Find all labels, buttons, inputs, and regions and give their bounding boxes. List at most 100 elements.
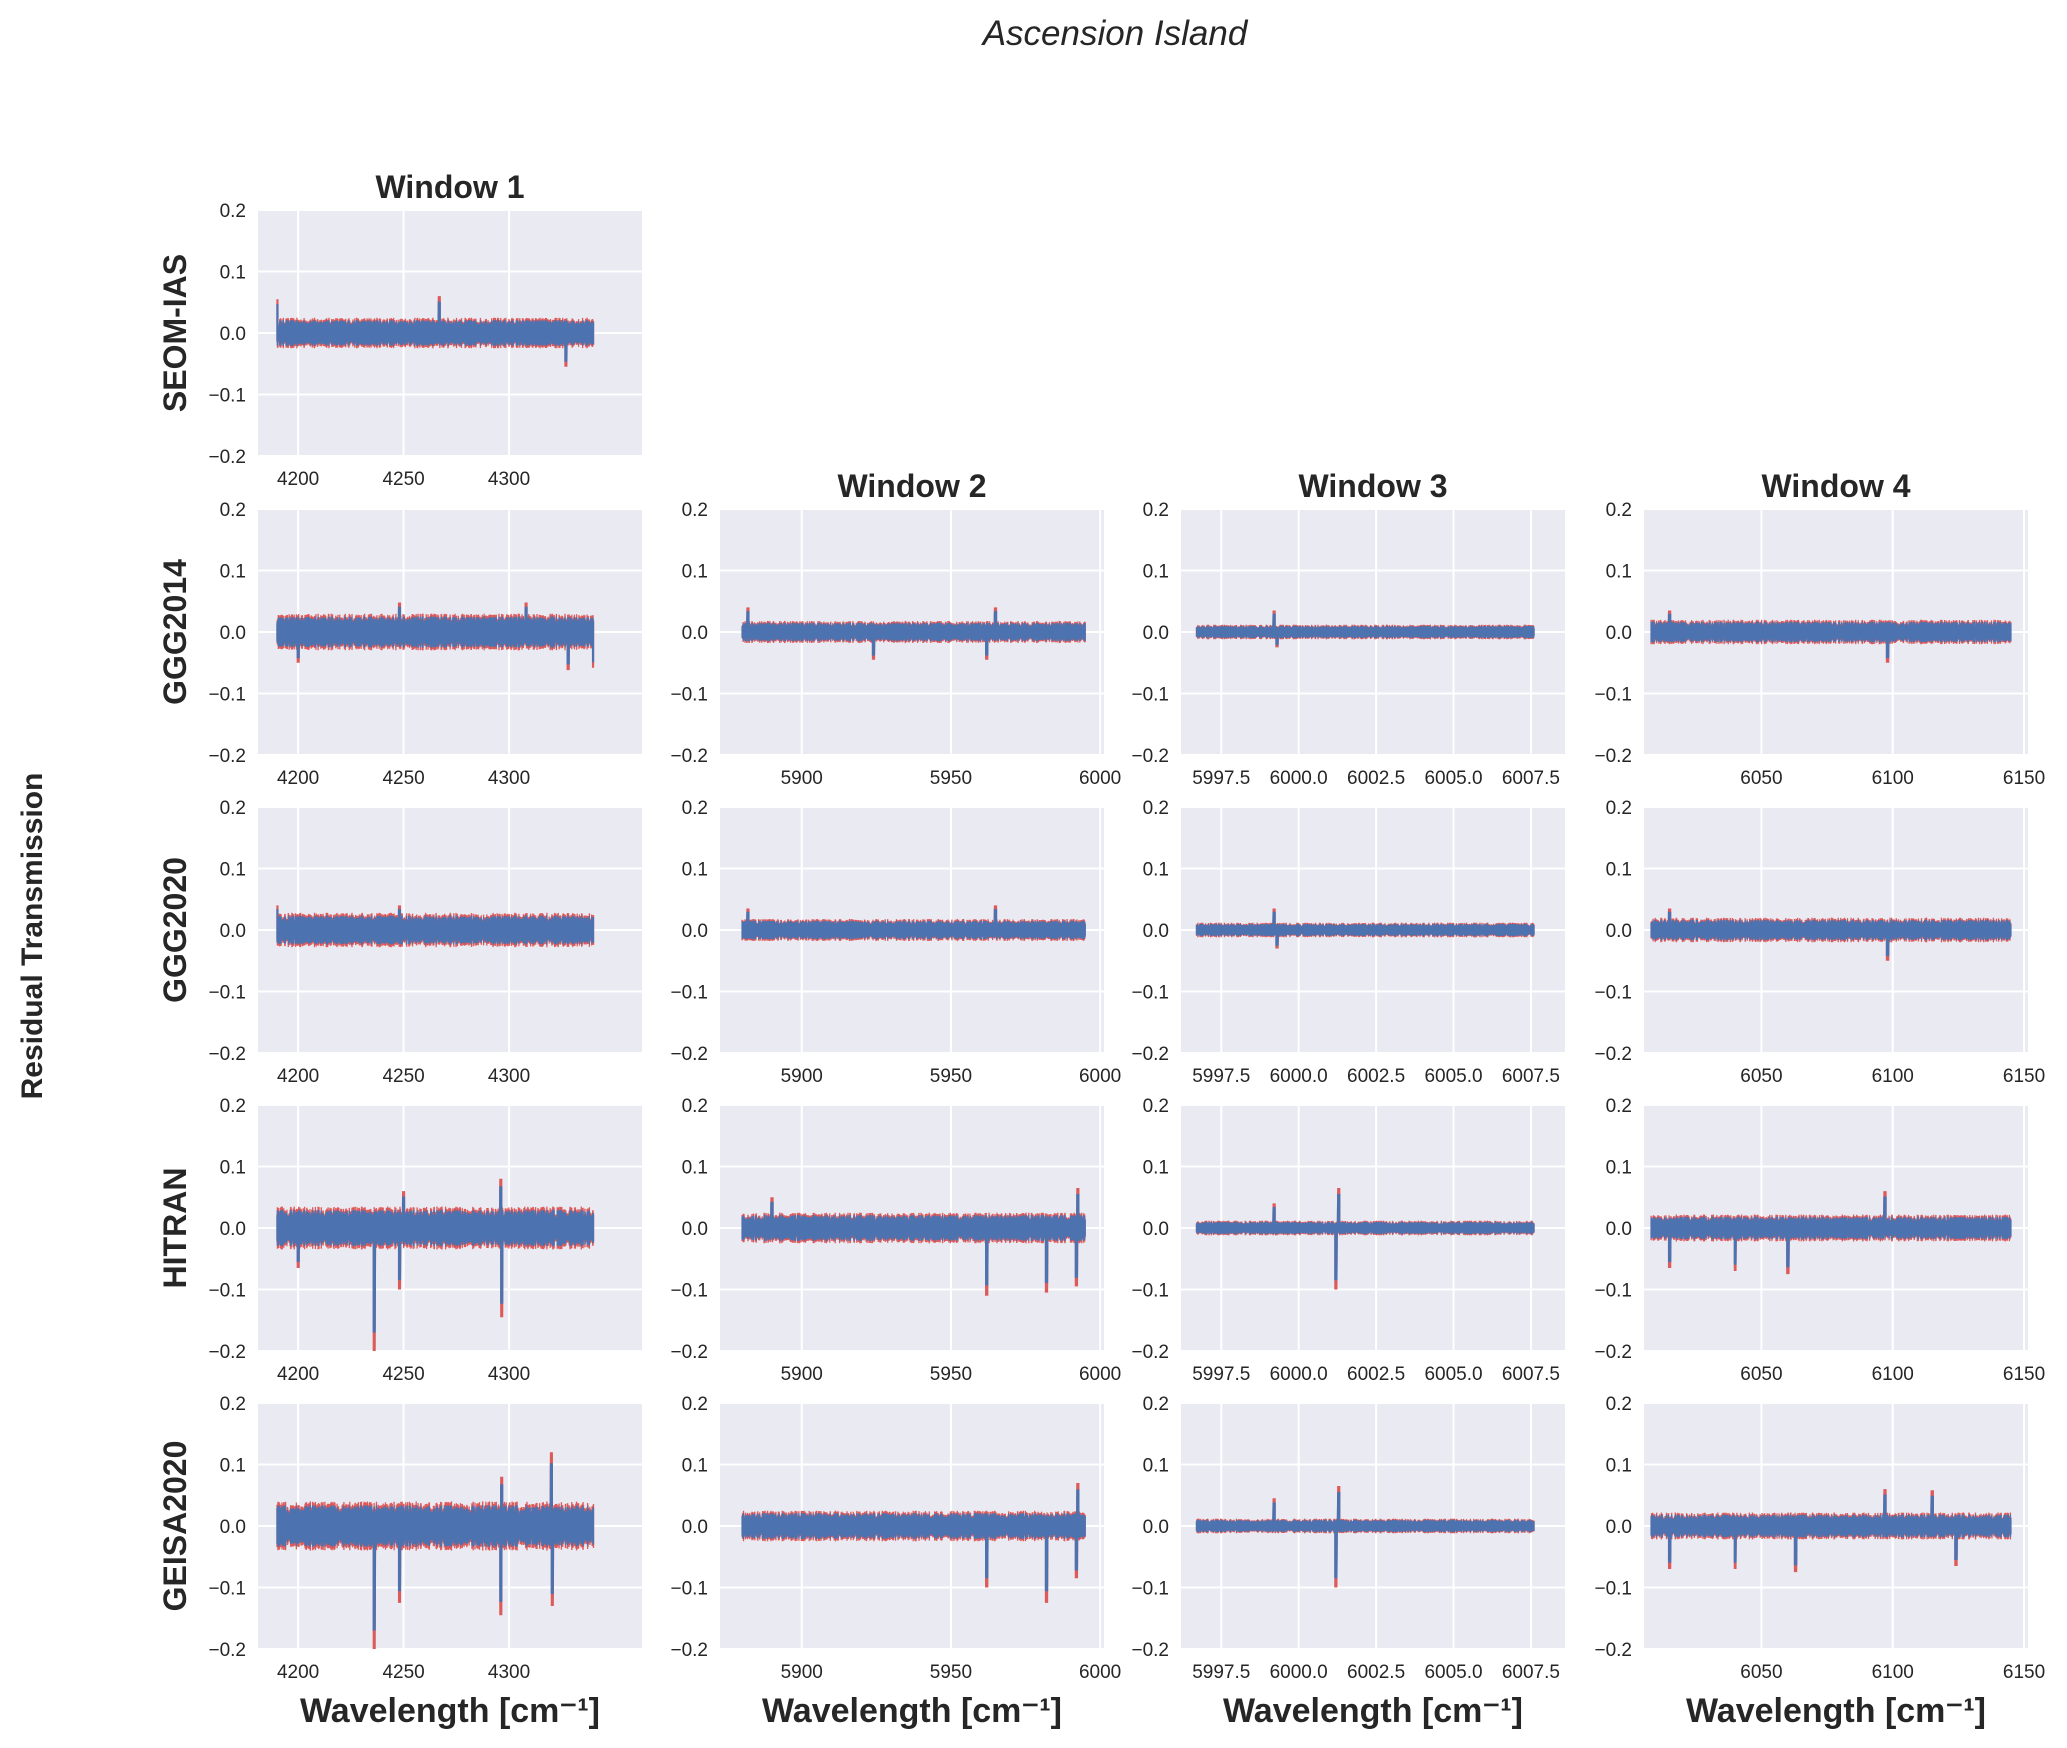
y-tick-label: 0.1 [682,1158,708,1179]
y-tick-label: −0.1 [1594,1579,1632,1600]
residual-line [276,909,595,945]
row-label: SEOM-IAS [157,254,193,412]
residual-line [276,1186,595,1333]
x-tick-label: 4200 [277,1364,319,1385]
x-tick-label: 6000 [1079,1662,1121,1683]
x-tick-label: 6100 [1872,1364,1914,1385]
residual-line [1195,1491,1535,1579]
x-tick-label: 6005.0 [1424,1364,1482,1385]
y-tick-label: 0.2 [1606,1096,1632,1117]
panel-ggg2020-window-4: 0.2 0.1 0.0 −0.1 −0.2 6050 6100 6150 [1594,798,2045,1087]
window-title: Window 1 [375,169,524,205]
x-tick-label: 6000.0 [1270,1364,1328,1385]
x-tick-label: 6002.5 [1347,1066,1405,1087]
x-tick-label: 5997.5 [1192,1662,1250,1683]
y-tick-label: 0.1 [220,860,246,881]
y-tick-label: −0.2 [208,1044,246,1065]
y-tick-label: −0.2 [208,746,246,767]
y-tick-label: 0.1 [220,562,246,583]
x-tick-label: 4200 [277,469,319,490]
y-tick-label: −0.2 [208,1342,246,1363]
y-tick-label: −0.2 [208,447,246,468]
y-tick-label: −0.1 [670,1579,708,1600]
y-tick-label: 0.1 [220,263,246,284]
residual-line [741,1489,1086,1592]
panel-ggg2014-window-1: 0.2 0.1 0.0 −0.1 −0.2 4200 4250 4300 [208,500,642,789]
y-tick-label: 0.0 [1143,1219,1169,1240]
x-tick-label: 6005.0 [1424,768,1482,789]
y-tick-label: −0.1 [1131,1281,1169,1302]
x-tick-label: 5950 [930,768,972,789]
y-tick-label: −0.2 [670,1640,708,1661]
y-tick-label: 0.0 [1606,1219,1632,1240]
y-tick-label: −0.1 [670,1281,708,1302]
x-tick-label: 4250 [382,1662,424,1683]
y-tick-label: 0.0 [1606,921,1632,942]
window-title: Window 2 [837,468,986,504]
x-tick-label: 5950 [930,1364,972,1385]
x-tick-label: 5950 [930,1662,972,1683]
residual-line [1195,911,1535,946]
y-tick-label: 0.1 [1606,1158,1632,1179]
x-tick-label: 4250 [382,1364,424,1385]
y-tick-label: −0.1 [208,685,246,706]
residual-line [1650,613,2012,659]
panel-ggg2020-window-2: 0.2 0.1 0.0 −0.1 −0.2 5900 5950 6000 [670,798,1121,1087]
y-tick-label: 0.2 [220,1096,246,1117]
x-tick-label: 6150 [2003,1066,2045,1087]
panel-hitran-window-3: 0.2 0.1 0.0 −0.1 −0.2 5997.5 6000.0 6002.5 6005.… [1131,1096,1565,1385]
y-tick-label: 0.0 [682,921,708,942]
x-tick-label: 5997.5 [1192,1364,1250,1385]
x-tick-label: 6000 [1079,768,1121,789]
panel-ggg2014-window-2: 0.2 0.1 0.0 −0.1 −0.2 5900 5950 6000 [670,500,1121,789]
y-tick-label: −0.1 [1131,983,1169,1004]
y-tick-label: 0.0 [220,1219,246,1240]
x-tick-label: 6002.5 [1347,1662,1405,1683]
y-tick-label: −0.1 [208,983,246,1004]
y-tick-label: −0.2 [1131,1342,1169,1363]
y-tick-label: 0.0 [220,324,246,345]
x-tick-label: 6150 [2003,768,2045,789]
y-tick-label: 0.1 [1606,860,1632,881]
x-tick-label: 6005.0 [1424,1066,1482,1087]
y-tick-label: −0.2 [1594,746,1632,767]
x-axis-label: Wavelength [cm⁻¹] [1223,1692,1523,1730]
panel-geisa2020-window-2: 0.2 0.1 0.0 −0.1 −0.2 5900 5950 6000 [670,1394,1121,1683]
y-tick-label: −0.2 [1131,746,1169,767]
x-tick-label: 6005.0 [1424,1662,1482,1683]
residual-line [276,301,595,362]
y-tick-label: 0.0 [682,1517,708,1538]
x-tick-label: 6000 [1079,1364,1121,1385]
row-label: GEISA2020 [157,1441,193,1612]
x-tick-label: 5997.5 [1192,768,1250,789]
panel-geisa2020-window-3: 0.2 0.1 0.0 −0.1 −0.2 5997.5 6000.0 6002.5 6005.… [1131,1394,1565,1683]
residual-line [1195,613,1535,646]
x-tick-label: 5900 [781,768,823,789]
y-tick-label: 0.1 [1143,1158,1169,1179]
x-tick-label: 4250 [382,768,424,789]
y-tick-label: 0.2 [1143,798,1169,819]
y-tick-label: −0.1 [208,1281,246,1302]
residual-line [1650,1196,2012,1268]
y-tick-label: −0.1 [1594,1281,1632,1302]
x-axis-label: Wavelength [cm⁻¹] [1686,1692,1986,1730]
x-tick-label: 4250 [382,469,424,490]
x-tick-label: 6000.0 [1270,768,1328,789]
panel-ggg2020-window-1: 0.2 0.1 0.0 −0.1 −0.2 4200 4250 4300 [208,798,642,1087]
y-tick-label: −0.2 [1131,1640,1169,1661]
x-tick-label: 6002.5 [1347,768,1405,789]
panel-geisa2020-window-1: 0.2 0.1 0.0 −0.1 −0.2 4200 4250 4300 [208,1394,642,1683]
y-tick-label: 0.1 [220,1456,246,1477]
y-tick-label: −0.1 [1594,983,1632,1004]
x-tick-label: 6050 [1740,768,1782,789]
y-tick-label: −0.2 [670,1044,708,1065]
y-tick-label: 0.1 [1606,1456,1632,1477]
x-tick-label: 4300 [488,768,530,789]
y-tick-label: 0.2 [220,798,246,819]
y-tick-label: −0.2 [1594,1044,1632,1065]
y-tick-label: 0.2 [220,201,246,222]
residual-line [741,1193,1086,1286]
x-tick-label: 4300 [488,1066,530,1087]
residual-line [1195,1193,1535,1281]
y-tick-label: 0.2 [1606,500,1632,521]
